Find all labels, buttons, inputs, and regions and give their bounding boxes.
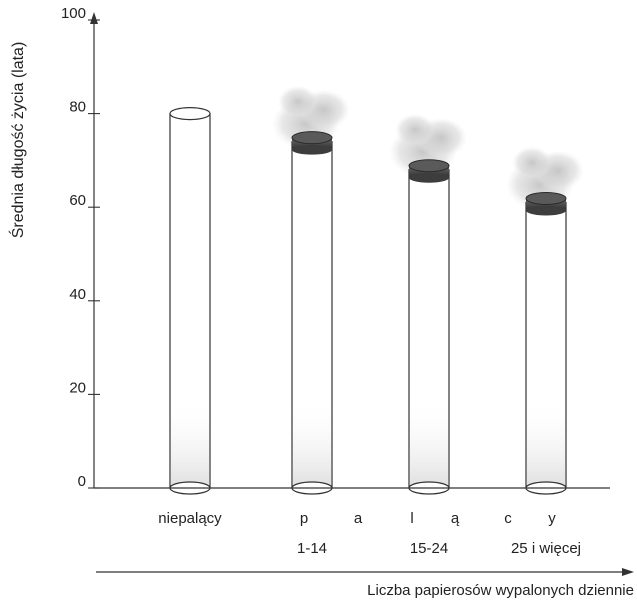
group-label-letter: a	[354, 510, 363, 527]
y-tick-label: 20	[69, 379, 86, 396]
group-label-letter: y	[548, 510, 556, 527]
y-tick-label: 0	[78, 473, 86, 490]
y-tick-label: 60	[69, 192, 86, 209]
group-label-letter: l	[410, 510, 413, 527]
y-axis-arrow-icon	[90, 12, 98, 24]
x-category-label: 25 i więcej	[511, 540, 581, 557]
cigarette-filter	[410, 398, 448, 486]
cigarette-ash-rim	[292, 144, 332, 155]
group-label-letter: p	[300, 510, 308, 527]
y-tick-label: 80	[69, 99, 86, 116]
x-category-label: 15-24	[410, 540, 448, 557]
cigarette-ash-top	[525, 192, 567, 206]
x-category-labels: niepalący 1-14 15-24 25 i więcej p a l ą c y	[158, 510, 581, 557]
group-label-letter: ą	[451, 510, 460, 527]
x-category-label: niepalący	[158, 510, 222, 527]
cigarette-filter	[527, 398, 565, 486]
cigarette-ash-rim	[526, 205, 566, 216]
cigarette-filter	[171, 398, 209, 486]
group-label-letter: c	[504, 510, 512, 527]
cigarette-ash-rim	[409, 172, 449, 183]
x-category-label: 1-14	[297, 540, 327, 557]
cigarette-filter	[293, 398, 331, 486]
cigarette-top	[169, 106, 211, 121]
x-axis-title-arrow-icon	[622, 568, 634, 576]
cigarette-bar	[169, 106, 211, 495]
y-tick-label: 100	[61, 5, 86, 22]
y-tick-label: 40	[69, 286, 86, 303]
x-axis-label: Liczba papierosów wypalonych dziennie	[367, 582, 634, 599]
cigarette-bar	[506, 146, 584, 495]
cigarette-ash-top	[291, 131, 333, 145]
y-axis-label: Średnia długość życia (lata)	[8, 42, 27, 239]
cigarette-bar	[389, 113, 467, 495]
y-tick-labels: 0 20 40 60 80 100	[61, 5, 86, 490]
cigarette-bars	[169, 85, 584, 495]
cigarette-ash-top	[408, 159, 450, 173]
cigarette-bar	[272, 85, 350, 495]
